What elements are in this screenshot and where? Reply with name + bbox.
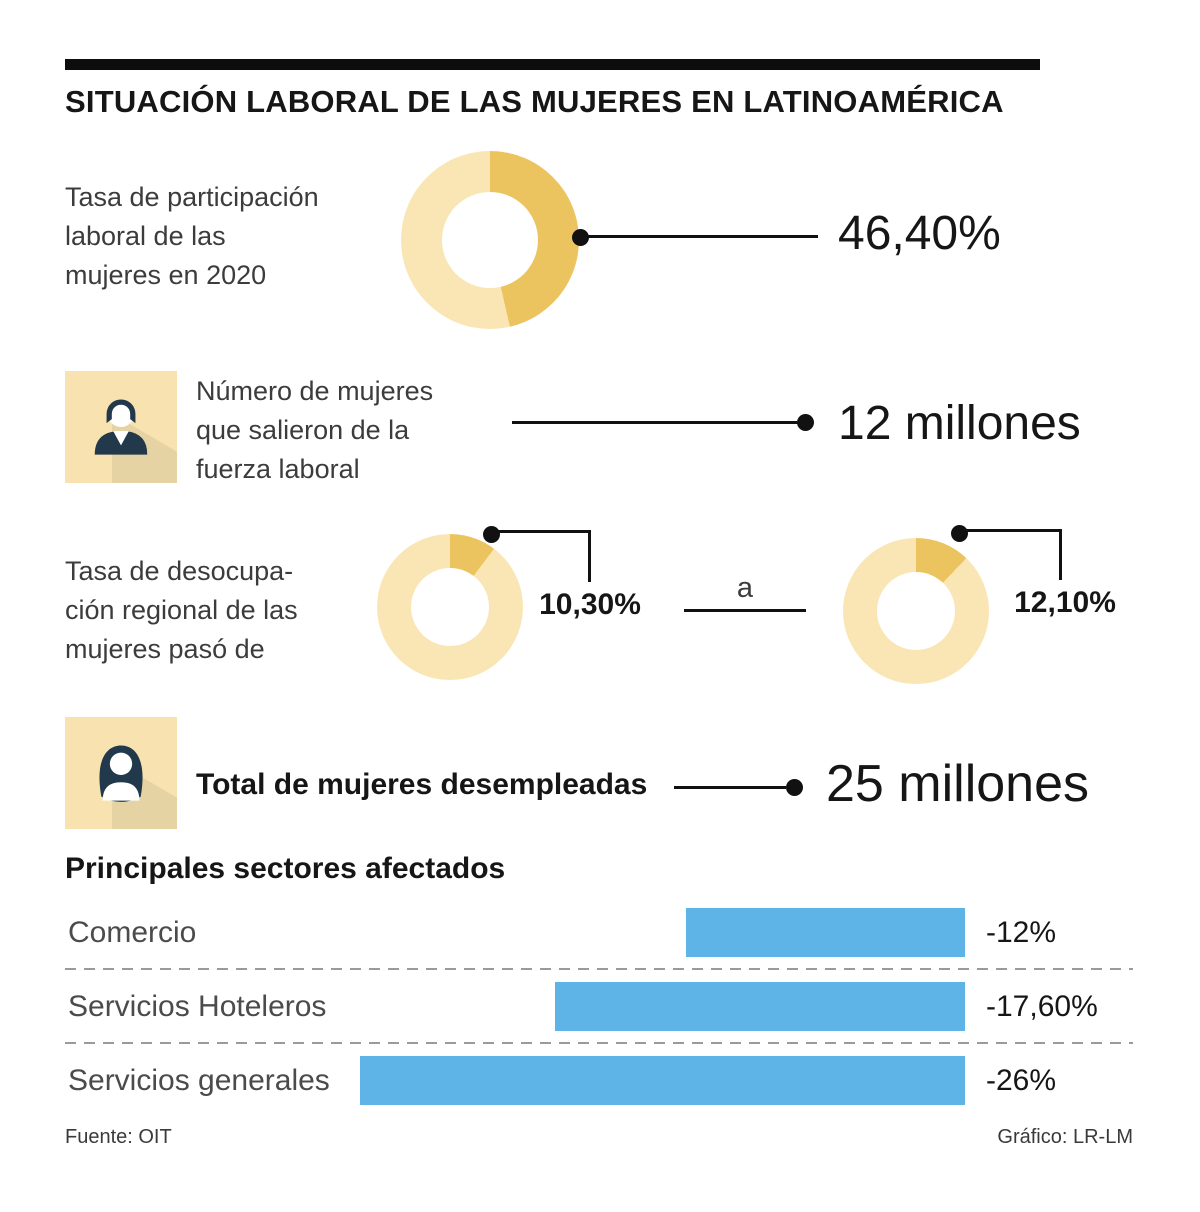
woman-icon-box [65,717,177,829]
dashed-divider [65,968,1133,970]
leader-line-horizontal [489,530,591,533]
graphic-credit: Gráfico: LR-LM [997,1126,1133,1148]
leader-dot [483,526,500,543]
sector-bar-generales [360,1056,965,1105]
leader-line [512,421,800,424]
sector-value-comercio: -12% [986,916,1057,949]
unemployment-from-value: 10,30% [539,588,641,621]
sector-bar-hoteleros [555,982,965,1031]
unemployment-from-donut-chart [377,534,523,680]
participation-label: Tasa de participación laboral de las muj… [65,182,319,290]
top-rule [65,59,1040,70]
woman-bust-icon [94,399,148,455]
dashed-divider [65,1042,1133,1044]
connector-line [684,609,806,612]
sectors-title: Principales sectores afectados [65,852,506,885]
leader-line [586,235,818,238]
total-unemployed-value: 25 millones [826,755,1090,813]
leader-dot [951,525,968,542]
participation-donut-chart [401,151,579,329]
sector-label-generales: Servicios generales [68,1064,330,1097]
connector-a-label: a [736,572,754,604]
leader-dot [572,229,589,246]
source-credit: Fuente: OIT [65,1126,172,1148]
left-workforce-value: 12 millones [838,397,1081,450]
unemployment-label: Tasa de desocupa- ción regional de las m… [65,556,298,664]
leader-line-vertical [588,530,591,582]
page-title: SITUACIÓN LABORAL DE LAS MUJERES EN LATI… [65,84,1004,119]
unemployment-to-value: 12,10% [1014,586,1116,619]
leader-line [674,786,786,789]
leader-dot [786,779,803,796]
woman-long-hair-icon [99,745,143,802]
sector-value-hoteleros: -17,60% [986,990,1098,1023]
unemployment-to-donut-chart [843,538,989,684]
participation-value: 46,40% [838,207,1001,260]
left-workforce-label: Número de mujeres que salieron de la fue… [196,376,434,484]
total-unemployed-label: Total de mujeres desempleadas [196,768,648,801]
leader-line-vertical [1059,529,1062,580]
leader-line-horizontal [957,529,1062,532]
leader-dot [797,414,814,431]
sector-label-comercio: Comercio [68,916,197,949]
sector-label-hoteleros: Servicios Hoteleros [68,990,327,1023]
sector-value-generales: -26% [986,1064,1057,1097]
woman-icon-box [65,371,177,483]
sector-bar-comercio [686,908,965,957]
